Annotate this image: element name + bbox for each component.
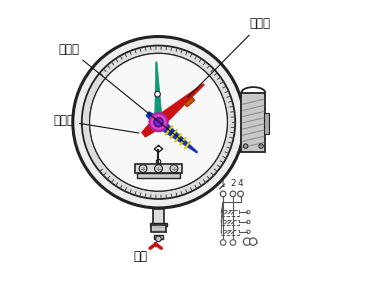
Bar xyxy=(135,164,182,173)
Text: 静触点: 静触点 xyxy=(188,17,271,98)
Bar xyxy=(221,230,240,235)
Text: 动触点: 动触点 xyxy=(53,114,139,133)
Polygon shape xyxy=(146,112,198,153)
Circle shape xyxy=(243,238,251,245)
Circle shape xyxy=(238,191,243,197)
Circle shape xyxy=(220,240,226,245)
Circle shape xyxy=(73,37,244,208)
Circle shape xyxy=(89,53,227,191)
Text: 2: 2 xyxy=(230,179,236,188)
Circle shape xyxy=(155,165,162,173)
Circle shape xyxy=(89,53,227,191)
Bar xyxy=(152,225,165,232)
Bar xyxy=(264,114,270,134)
Circle shape xyxy=(230,191,236,197)
Circle shape xyxy=(170,165,178,173)
Circle shape xyxy=(154,118,163,127)
Text: 1: 1 xyxy=(220,180,226,189)
Bar xyxy=(185,97,195,107)
Polygon shape xyxy=(155,62,162,128)
Circle shape xyxy=(155,91,160,97)
Circle shape xyxy=(259,144,263,148)
Bar xyxy=(154,235,163,239)
Bar xyxy=(241,93,265,152)
Circle shape xyxy=(220,191,226,197)
Text: 静触点: 静触点 xyxy=(59,43,183,142)
Circle shape xyxy=(243,144,248,148)
Circle shape xyxy=(150,113,167,131)
Polygon shape xyxy=(141,83,204,137)
Circle shape xyxy=(82,46,235,199)
Bar xyxy=(153,209,164,225)
Bar xyxy=(221,220,240,225)
Bar xyxy=(150,223,167,226)
Circle shape xyxy=(156,236,161,242)
Bar xyxy=(221,210,240,216)
Bar xyxy=(137,173,180,178)
Text: 4: 4 xyxy=(238,179,243,188)
Circle shape xyxy=(230,240,236,245)
Circle shape xyxy=(250,238,257,245)
Text: 压力: 压力 xyxy=(133,250,147,262)
Circle shape xyxy=(139,165,147,173)
